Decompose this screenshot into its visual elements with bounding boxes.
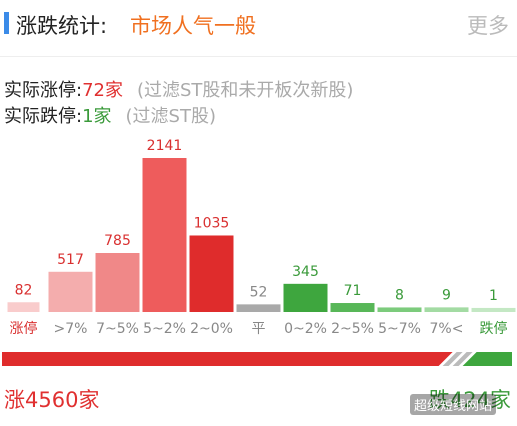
bar <box>377 307 422 312</box>
ratio-gap <box>452 352 473 366</box>
limit-up-label: 实际涨停: <box>4 80 83 101</box>
value-label: 2141 <box>147 138 183 154</box>
value-label: 82 <box>15 282 33 298</box>
bar <box>48 271 93 312</box>
limit-down-row: 实际跌停:1家 (过滤ST股) <box>4 102 216 128</box>
more-link[interactable]: 更多 <box>467 14 509 38</box>
limit-down-note: (过滤ST股) <box>125 106 216 127</box>
header-title: 涨跌统计: <box>16 14 108 38</box>
down-ratio-bar <box>462 352 512 366</box>
up-total: 涨4560家 <box>4 388 100 412</box>
bar <box>7 302 40 312</box>
divider <box>0 56 517 57</box>
x-tick-label: 2~0% <box>190 321 233 337</box>
bar <box>471 307 516 312</box>
x-tick-label: 7%< <box>430 321 464 337</box>
value-label: 345 <box>292 264 319 280</box>
x-tick-label: 5~2% <box>143 321 186 337</box>
x-tick-label: 涨停 <box>10 320 38 337</box>
x-tick-label: 2~5% <box>331 321 374 337</box>
bar <box>283 283 328 312</box>
header-accent <box>4 12 9 34</box>
limit-up-row: 实际涨停:72家 (过滤ST股和未开板次新股) <box>4 76 353 102</box>
value-label: 517 <box>57 252 84 268</box>
bar <box>424 307 469 312</box>
x-tick-label: 5~7% <box>378 321 421 337</box>
bar <box>189 235 234 312</box>
limit-down-label: 实际跌停: <box>4 106 83 127</box>
x-tick-label: 平 <box>252 321 266 337</box>
ratio-gap <box>442 352 463 366</box>
market-mood: 市场人气一般 <box>130 14 256 38</box>
value-label: 8 <box>395 287 404 303</box>
limit-up-count: 72家 <box>82 80 123 101</box>
x-tick-label: 跌停 <box>480 320 508 337</box>
bar <box>142 158 187 312</box>
limit-down-count: 1家 <box>82 106 112 127</box>
bar <box>95 253 140 312</box>
value-label: 71 <box>344 283 362 299</box>
bar <box>236 304 281 312</box>
limit-up-note: (过滤ST股和未开板次新股) <box>136 80 354 101</box>
value-label: 52 <box>250 284 268 300</box>
watermark: 超级短线网站 <box>410 394 497 415</box>
x-tick-label: 7~5% <box>96 321 139 337</box>
value-label: 785 <box>104 233 131 249</box>
value-label: 1035 <box>194 215 230 231</box>
up-ratio-bar <box>2 352 453 366</box>
x-tick-label: 0~2% <box>284 321 327 337</box>
down-total: 跌424家 <box>428 388 511 412</box>
bar <box>330 303 375 312</box>
x-tick-label: >7% <box>54 321 88 337</box>
value-label: 9 <box>442 287 451 303</box>
value-label: 1 <box>489 288 498 304</box>
